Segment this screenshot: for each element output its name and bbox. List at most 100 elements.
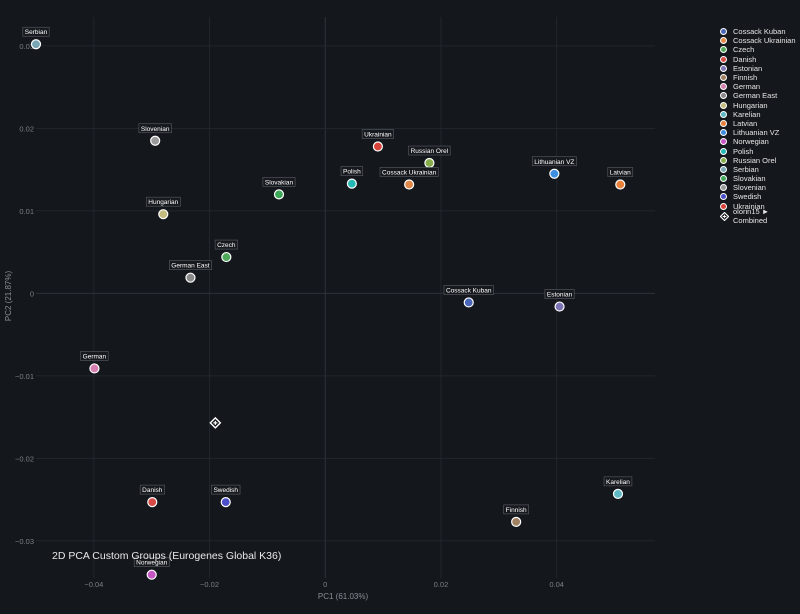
point-ukrainian[interactable] [372,141,383,152]
legend-item-polish[interactable]: Polish [720,146,800,156]
axis-ticks: −0.04 −0.02 0 0.02 0.04 −0.03 −0.02 −0.01 0 0.01 0… [15,42,564,589]
legend-swatch [720,147,727,155]
point-swedish[interactable] [220,497,231,508]
point-label-box [361,129,394,139]
legend-item-czech[interactable]: Czech [720,45,800,54]
point-label-czech: Czech [214,239,238,250]
point-cossack-ukrainian[interactable] [404,179,415,190]
point-label-text: German East [171,263,209,270]
y-tick-label: 0 [30,289,34,298]
legend-label: Finnish [733,73,758,83]
point-label-text: Swedish [213,487,238,494]
legend-label: Karelian [733,109,761,119]
legend-item-norwegian[interactable]: Norwegian [720,137,800,146]
point-estonian[interactable] [554,301,565,312]
point-label-text: Hungarian [148,199,178,206]
legend-swatch [720,74,727,82]
y-tick-label: 0.02 [19,124,34,133]
legend-item-finnish[interactable]: Finnish [720,73,800,82]
diamond-cross [213,420,218,425]
legend-label: German [733,82,761,92]
y-axis-title: PC2 (21.87%) [4,271,13,322]
point-label-serbian: Serbian [22,26,50,37]
legend-label: Russian Orel [733,155,777,165]
legend-label: Serbian [733,164,759,174]
data-points [30,39,626,580]
point-label-swedish: Swedish [211,484,241,495]
point-danish[interactable] [147,497,158,508]
legend-label: Estonian [733,63,763,73]
point-label-box [340,166,364,176]
chart-title: 2D PCA Custom Groups (Eurogenes Global K… [52,550,282,562]
legend-item-slovenian[interactable]: Slovenian [720,183,800,192]
point-label-text: Lithuanian VZ [534,159,574,166]
legend-swatch [720,193,727,201]
point-hungarian[interactable] [158,209,169,220]
legend-item-russian-orel[interactable]: Russian Orel [720,156,800,165]
point-labels: Cossack Kuban Cossack Ukrainian Czech Danis… [22,26,634,568]
point-slovakian[interactable] [273,189,285,200]
point-label-latvian: Latvian [607,167,634,177]
legend-item-ukrainian[interactable]: Ukrainian [720,202,800,211]
point-german[interactable] [89,363,100,374]
point-latvian[interactable] [615,179,626,190]
point-serbian[interactable] [30,39,42,50]
point-label-text: Russian Orel [411,148,449,155]
point-label-text: Cossack Kuban [446,287,492,294]
y-tick-label: −0.02 [15,454,34,463]
legend-item-swedish[interactable]: Swedish [720,192,800,201]
y-tick-label: 0.03 [19,42,34,51]
point-label-text: Karelian [606,479,630,486]
point-label-ukrainian: Ukrainian [361,129,394,139]
y-tick-label: 0.01 [19,207,34,216]
legend-swatch [720,83,727,91]
legend-item-olorin15-combined[interactable]: olorin15 ► Combined [720,207,800,225]
point-label-german: German [80,351,109,361]
x-tick-label: −0.04 [84,580,103,589]
point-polish[interactable] [346,178,357,189]
point-label-polish: Polish [340,166,364,176]
point-slovenian[interactable] [150,135,161,146]
point-norwegian[interactable] [146,569,157,580]
legend-label: Cossack Kuban [733,27,786,37]
point-label-text: Estonian [547,292,573,299]
point-karelian[interactable] [612,488,624,499]
legend-item-danish[interactable]: Danish [720,55,800,64]
legend-swatch [720,184,727,192]
point-russian-orel[interactable] [424,157,435,169]
point-label-box [531,156,577,167]
legend-item-lithuanian-vz[interactable]: Lithuanian VZ [720,128,800,137]
point-czech[interactable] [221,251,232,263]
legend-swatch [720,28,727,36]
legend-item-cossack-kuban[interactable]: Cossack Kuban [720,27,800,36]
x-tick-label: 0 [323,580,327,589]
legend-item-german-east[interactable]: German East [720,91,800,100]
legend-item-latvian[interactable]: Latvian [720,119,800,128]
legend-label: Ukrainian [733,201,765,211]
legend: Cossack Kuban Cossack Ukrainian Czech Danis… [720,27,800,225]
legend-item-serbian[interactable]: Serbian [720,165,800,174]
point-label-cossack-kuban: Cossack Kuban [443,285,494,295]
legend-swatch [720,165,727,173]
legend-item-german[interactable]: German [720,82,800,91]
point-label-text: Slovenian [141,126,170,133]
point-label-box [262,177,296,187]
point-label-box [544,289,575,299]
legend-label: Cossack Ukrainian [733,36,796,46]
legend-swatch [720,55,727,63]
point-label-text: Finnish [506,507,527,514]
point-finnish[interactable] [511,516,522,528]
point-olorin15-combined[interactable] [209,416,222,429]
point-label-box [379,167,439,177]
legend-item-estonian[interactable]: Estonian [720,64,800,73]
x-axis-title: PC1 (61.03%) [318,592,369,601]
point-cossack-kuban[interactable] [463,297,474,308]
point-label-karelian: Karelian [603,476,633,487]
point-german-east[interactable] [185,272,196,283]
point-lithuanian-vz[interactable] [549,168,560,179]
point-label-box [603,476,633,487]
legend-item-cossack-ukrainian[interactable]: Cossack Ukrainian [720,36,800,45]
legend-item-karelian[interactable]: Karelian [720,110,800,119]
legend-item-slovakian[interactable]: Slovakian [720,174,800,183]
legend-item-hungarian[interactable]: Hungarian [720,101,800,110]
